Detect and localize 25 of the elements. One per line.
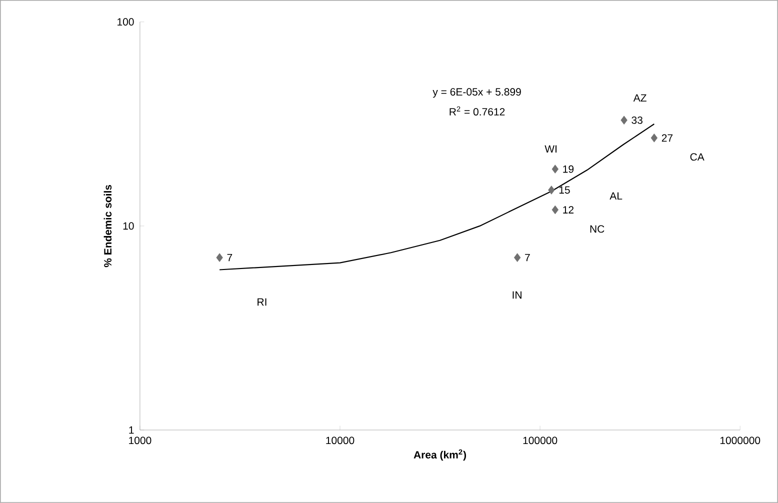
y-tick-label: 100 — [118, 18, 134, 26]
x-tick-label: 1000000 — [720, 436, 760, 444]
data-label: 19 — [563, 165, 574, 173]
annotation: R$^{2}$ = 0.7612 — [450, 106, 505, 116]
x-axis-title: Area (km$^{2}$) — [414, 449, 466, 461]
x-tick-label: 1000 — [129, 436, 152, 444]
annotation: RI — [258, 298, 266, 306]
data-label: 33 — [632, 116, 642, 124]
data-label: 12 — [563, 206, 574, 214]
annotation: AL — [610, 192, 622, 200]
annotation: AZ — [633, 94, 646, 102]
annotation: y = 6E-05x + 5.899 — [432, 88, 521, 98]
annotation: NC — [590, 225, 604, 233]
x-tick-label: 10000 — [326, 436, 354, 444]
x-tick-label: 100000 — [523, 436, 558, 444]
data-label: 15 — [559, 186, 570, 194]
y-tick-label: 10 — [123, 222, 134, 230]
annotation: WI — [544, 145, 556, 153]
annotation: CA — [690, 153, 704, 161]
data-label: 7 — [227, 254, 232, 262]
y-axis-title: % Endemic soils — [104, 184, 112, 268]
data-label: 27 — [662, 134, 673, 142]
data-label: 7 — [525, 254, 530, 262]
y-tick-label: 1 — [129, 426, 134, 434]
annotation: IN — [512, 291, 522, 299]
